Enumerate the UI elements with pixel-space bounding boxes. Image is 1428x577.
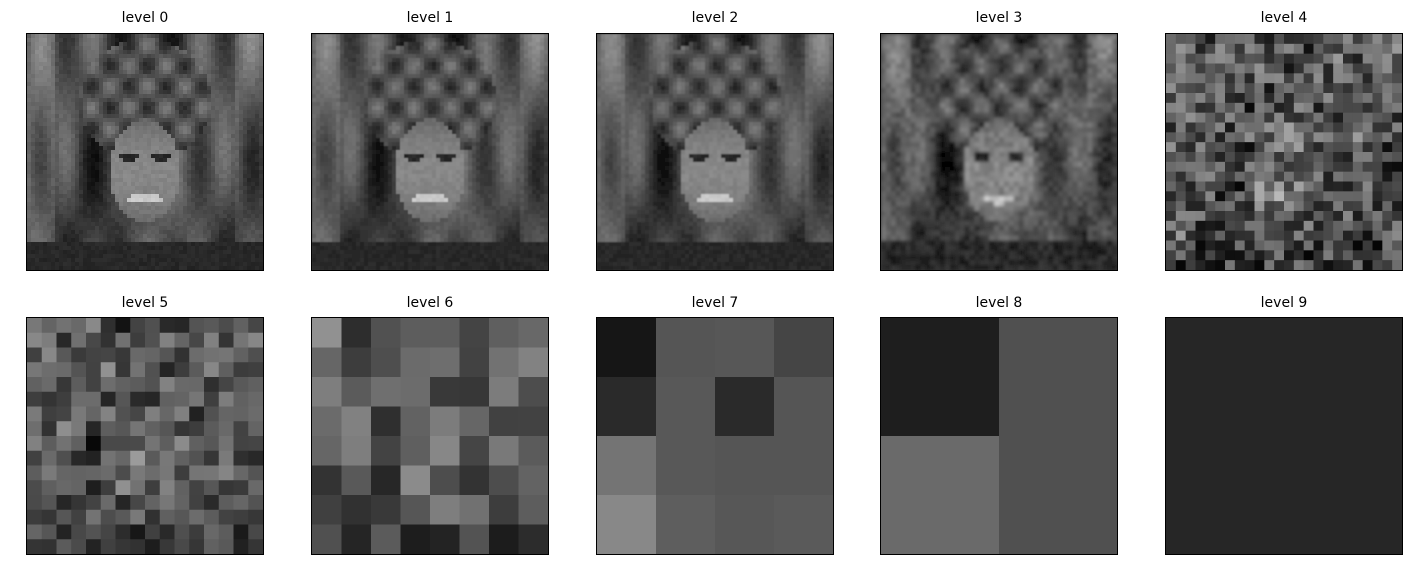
panel-svg: [27, 34, 263, 270]
panel-svg: [881, 318, 1117, 554]
image-block: [597, 377, 657, 437]
panel-image-level-7: [596, 317, 834, 555]
image-block: [774, 495, 833, 554]
panel-image-level-6: [311, 317, 549, 555]
image-block: [597, 318, 657, 378]
panel-svg: [27, 318, 263, 554]
panel-title-level-7: level 7: [691, 295, 739, 311]
panel-title-level-3: level 3: [975, 10, 1023, 26]
image-block: [715, 318, 775, 378]
panel-svg: [597, 318, 833, 554]
panel-image-level-0: [26, 33, 264, 271]
image-block: [656, 318, 716, 378]
image-block: [999, 318, 1117, 437]
image-block: [1166, 318, 1402, 554]
image-block: [715, 436, 775, 496]
mosaic-image: [1166, 34, 1402, 270]
panel-title-level-2: level 2: [691, 10, 739, 26]
panel-image-level-4: [1165, 33, 1403, 271]
panel-image-level-2: [596, 33, 834, 271]
panel-image-level-1: [311, 33, 549, 271]
image-block: [597, 436, 657, 496]
mosaic-image: [27, 318, 263, 554]
portrait-image: [597, 34, 833, 270]
panel-title-level-6: level 6: [406, 295, 454, 311]
panel-title-level-8: level 8: [975, 295, 1023, 311]
block-image: [597, 318, 833, 554]
image-block: [656, 377, 716, 437]
panel-svg: [1166, 34, 1402, 270]
image-block: [715, 495, 775, 554]
block-image: [1166, 318, 1402, 554]
panel-title-level-1: level 1: [406, 10, 454, 26]
panel-title-level-9: level 9: [1260, 295, 1308, 311]
block-image: [881, 318, 1117, 554]
panel-image-level-9: [1165, 317, 1403, 555]
image-block: [774, 318, 833, 378]
image-block: [881, 436, 1000, 554]
portrait-image: [27, 34, 263, 270]
portrait-image: [881, 34, 1117, 270]
panel-svg: [312, 318, 548, 554]
panel-title-level-0: level 0: [121, 10, 169, 26]
image-block: [774, 436, 833, 496]
panel-svg: [881, 34, 1117, 270]
image-block: [999, 436, 1117, 554]
image-block: [656, 436, 716, 496]
panel-image-level-3: [880, 33, 1118, 271]
panel-title-level-5: level 5: [121, 295, 169, 311]
image-block: [656, 495, 716, 554]
mosaic-image: [312, 318, 548, 554]
panel-svg: [312, 34, 548, 270]
panel-title-level-4: level 4: [1260, 10, 1308, 26]
image-block: [715, 377, 775, 437]
panel-image-level-8: [880, 317, 1118, 555]
image-block: [597, 495, 657, 554]
panel-svg: [1166, 318, 1402, 554]
image-block: [881, 318, 1000, 437]
portrait-image: [312, 34, 548, 270]
panel-svg: [597, 34, 833, 270]
panel-image-level-5: [26, 317, 264, 555]
image-block: [774, 377, 833, 437]
